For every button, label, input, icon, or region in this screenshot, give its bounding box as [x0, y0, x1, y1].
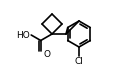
Text: Cl: Cl [74, 56, 84, 66]
Text: HO: HO [16, 31, 30, 39]
Text: O: O [43, 50, 50, 59]
